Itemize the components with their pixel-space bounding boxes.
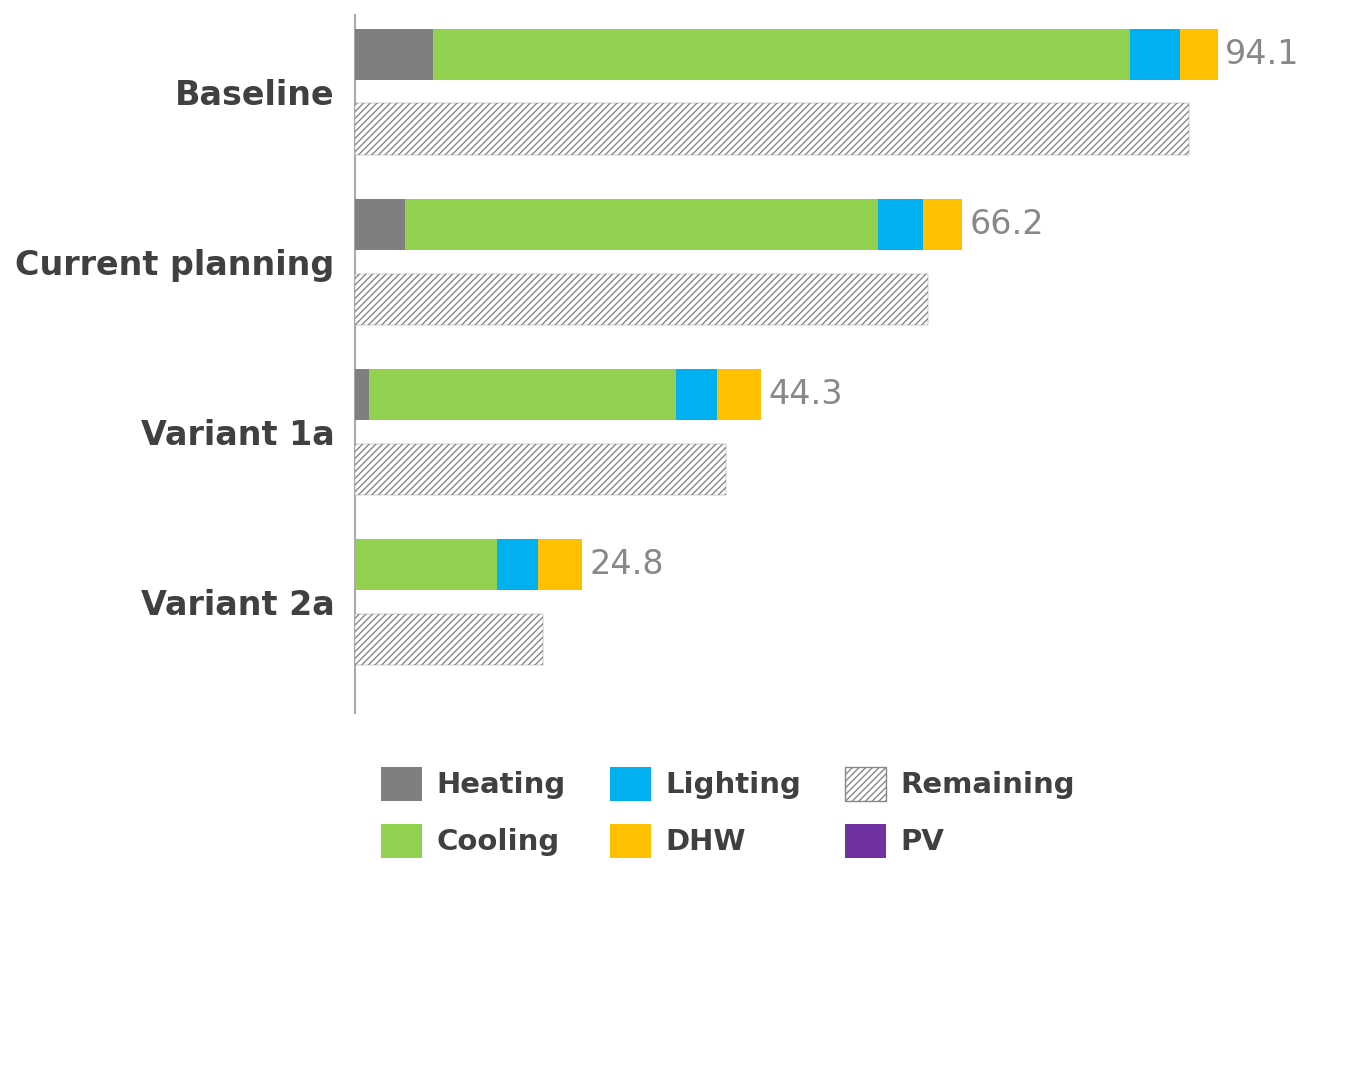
Bar — [405, 199, 877, 250]
Text: 44.3: 44.3 — [768, 378, 843, 411]
Bar — [355, 539, 498, 590]
Bar — [877, 199, 923, 250]
Bar — [498, 539, 539, 590]
Legend: Heating, Cooling, Lighting, DHW, Remaining, PV: Heating, Cooling, Lighting, DHW, Remaini… — [370, 755, 1087, 869]
Bar — [355, 273, 928, 324]
Bar — [1180, 28, 1217, 79]
Bar — [1130, 28, 1180, 79]
Bar — [355, 444, 726, 495]
Bar — [717, 369, 762, 420]
Bar — [539, 539, 582, 590]
Bar — [355, 199, 405, 250]
Text: 94.1: 94.1 — [1225, 38, 1299, 71]
Bar — [369, 369, 676, 420]
Bar — [676, 369, 717, 420]
Bar — [923, 199, 962, 250]
Bar — [355, 369, 369, 420]
Bar — [355, 614, 543, 665]
Bar — [355, 103, 1189, 154]
Bar — [355, 28, 432, 79]
Bar — [432, 28, 1130, 79]
Text: 66.2: 66.2 — [970, 208, 1044, 241]
Text: 24.8: 24.8 — [590, 548, 664, 582]
